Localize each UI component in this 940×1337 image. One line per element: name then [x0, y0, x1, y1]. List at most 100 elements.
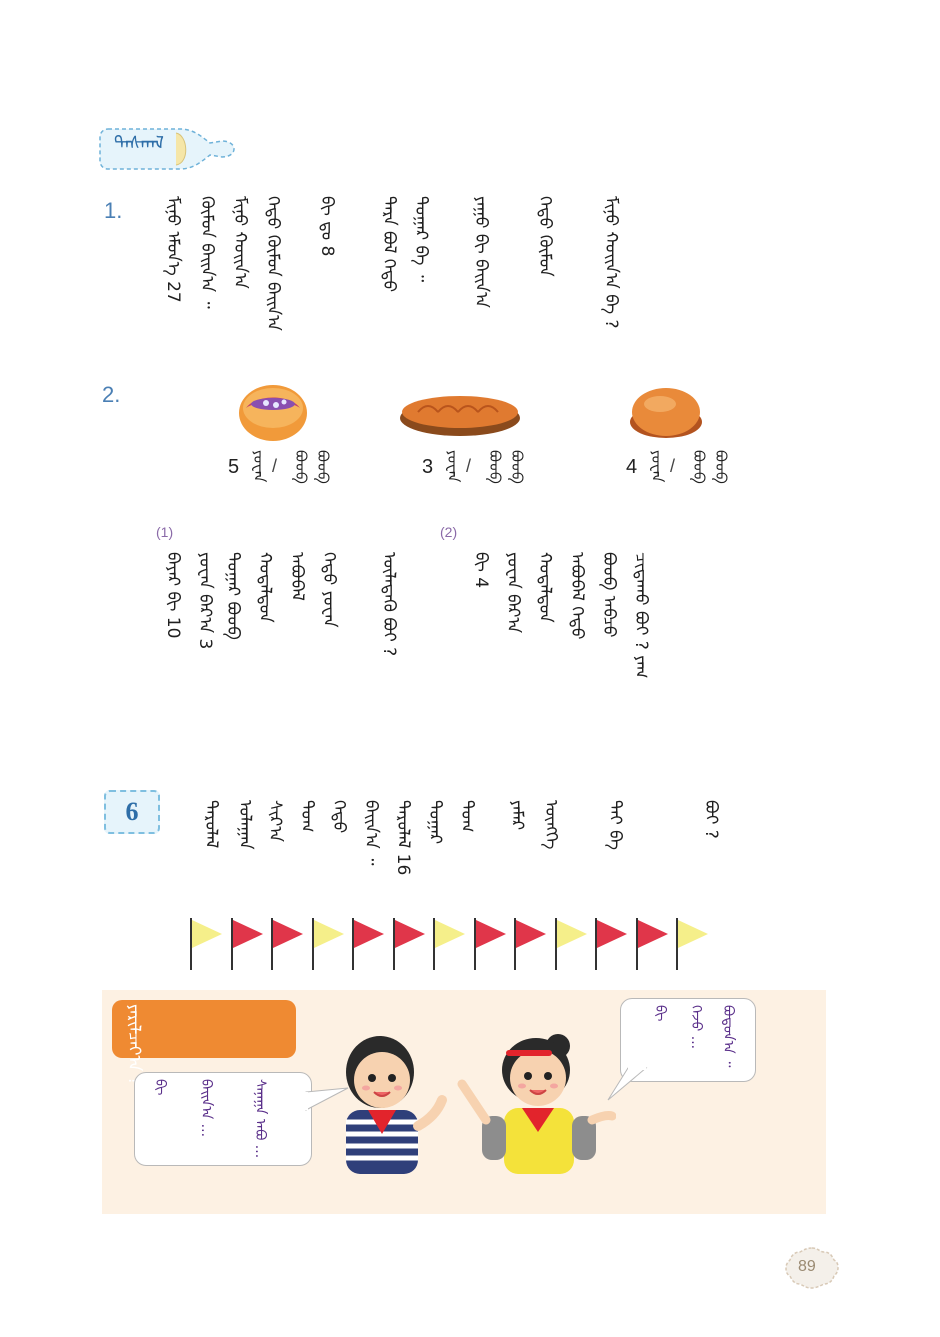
s6-col-6: ᠳᠠᠷᠤᠯᠠᠯ 16 [393, 800, 413, 876]
left-bubble-line-1: ᠪᠠᠢᠨ᠎ᠠ ... [198, 1079, 214, 1138]
flag-pole [190, 918, 192, 970]
price-3-unit-b: ᠪᠣᠤᠪ [690, 450, 708, 484]
flag-cloth [232, 920, 263, 948]
sub1-col-2: ᠳᠤᠭᠠᠷ ᠪᠣᠤᠪ [223, 552, 243, 640]
ex1-col-9: ᠮᠢᠨᠤ ᠬᠣᠢᠨ᠎ᠠ ᠪᠡ ? [601, 196, 621, 329]
price-1: 5 [228, 456, 240, 478]
page-number-badge: 89 [784, 1246, 840, 1290]
flag-pole [676, 918, 678, 970]
flag-red [230, 918, 265, 970]
flag-cloth [313, 920, 344, 948]
flag-cloth [475, 920, 506, 948]
exercise-2-number: 2. [102, 382, 121, 407]
sub2-col-2: ᠬᠤᠳᠠᠯᠳᠤᠨ [535, 552, 555, 623]
flag-cloth [435, 920, 465, 948]
ex1-col-1: ᠬᠦᠮᠦᠨ ᠪᠠᠢᠨ᠎ᠠ ᠃ [197, 196, 217, 309]
sub1-col-1: ᠶᠤᠸᠠᠨ ᠪᠠᠷ᠎ᠠ 3 [195, 552, 215, 650]
sub2-col-0: ᠪᠢ 4 [471, 552, 491, 589]
round-roll-image [628, 384, 704, 446]
flag-pole [433, 918, 435, 970]
s6-col-4: ᠬᠡᠳᠦ [329, 800, 349, 834]
price-1-unit-a: ᠶᠤᠸᠠᠨ [250, 450, 268, 483]
page-number: 89 [798, 1258, 816, 1275]
ex1-col-4: ᠪᠢ ᠳᠤ 8 [317, 196, 337, 257]
ex1-col-2: ᠮᠢᠨᠤ ᠬᠣᠢᠨ᠎ᠠ [230, 196, 250, 289]
price-3-slash: / [670, 456, 676, 476]
s6-col-9: ᠶᠠᠮᠠᠷ [507, 800, 527, 831]
ex1-col-7: ᠶᠠᠭᠤ ᠪᠢ ᠪᠠᠢᠨ᠎ᠠ [471, 196, 491, 308]
sub-question-1-label: (1) [156, 524, 174, 540]
flag-yellow [311, 918, 346, 970]
discussion-tag-text: ᠶᠠᠷᠢᠯᠴᠠᠶ᠎ᠠ ? [124, 1004, 144, 1086]
s6-col-7: ᠳᠤᠭᠠᠷ [425, 800, 445, 845]
s6-col-10: ᠥᠩᠭᠡ [541, 800, 561, 850]
flag-cloth [394, 920, 425, 948]
flag-pole [473, 918, 476, 970]
flag-pole [554, 918, 557, 970]
ex1-col-6: ᠳᠤᠭᠠᠷ ᠪᠡ ᠃ [411, 196, 431, 283]
sub2-col-4: ᠪᠣᠤᠪ ᠠᠪᠴᠤ [599, 552, 619, 638]
flag-cloth [354, 920, 384, 948]
s6-col-3: ᠲᠤᠭ [297, 800, 317, 833]
sub2-col-1: ᠶᠤᠸᠠᠨ ᠪᠠᠷ᠎ᠠ [503, 552, 523, 634]
price-1-unit-c: ᠪᠣᠤᠪ [314, 450, 332, 484]
s6-col-2: ᠰᠢᠷ᠎ᠠ [265, 800, 285, 843]
flag-pole [271, 918, 273, 970]
flag-pole [635, 918, 638, 970]
price-2-slash: / [466, 456, 472, 476]
flag-cloth [597, 920, 627, 948]
header-label: ᠳᠠᠰᠬᠠᠯ [114, 133, 164, 154]
flag-pole [352, 918, 354, 970]
flag-cloth [678, 920, 708, 948]
price-3-unit-c: ᠪᠣᠤᠪ [712, 450, 730, 484]
sub1-col-6: ᠦᠯᠡᠳᠡᠬᠦ ᠪᠤᠢ ? [379, 552, 399, 657]
right-bubble-line-1: ᠭᠡᠵᠦ ... [688, 1005, 704, 1050]
right-bubble-line-2: ᠪᠣᠳᠣᠨ᠎ᠠ ᠃ [720, 1005, 736, 1068]
flag-red [271, 918, 305, 970]
price-2-unit-c: ᠪᠣᠤᠪ [508, 450, 526, 484]
ex1-col-3: ᠬᠡᠳᠦ ᠬᠦᠮᠦᠨ ᠪᠠᠢᠨ᠎ᠠ [263, 196, 283, 331]
flag-pole [230, 918, 233, 970]
price-2-unit-b: ᠪᠣᠤᠪ [486, 450, 504, 484]
flag-red [635, 918, 670, 970]
flag-pole [392, 918, 395, 970]
flag-red [392, 918, 427, 970]
long-loaf-image [398, 392, 522, 442]
flag-cloth [192, 920, 222, 948]
exercise-1-number: 1. [104, 198, 123, 223]
flag-pole [311, 918, 314, 970]
sub2-col-3: ᠠᠪᠤᠪᠠᠯ ᠬᠡᠳᠦ [567, 552, 587, 640]
ex1-col-0: ᠮᠢᠨᠤ ᠡᠮᠦᠨ᠎ᠡ 27 [163, 196, 183, 303]
flag-yellow [190, 918, 224, 970]
s6-col-0: ᠳᠠᠷᠤᠯᠠᠯ [201, 800, 221, 849]
boy-illustration [346, 1036, 447, 1174]
flag-yellow [676, 918, 710, 970]
flag-cloth [273, 920, 303, 948]
s6-col-5: ᠪᠠᠢᠨ᠎ᠠ ᠃ [361, 800, 381, 866]
lesson-header-pill: ᠳᠠᠰᠬᠠᠯ [98, 127, 235, 171]
right-bubble-tail [607, 1066, 648, 1101]
discussion-tag: ᠶᠠᠷᠢᠯᠴᠠᠶ᠎ᠠ ? [112, 1000, 296, 1086]
left-bubble-line-0: ᠪᠢ [152, 1079, 168, 1096]
flag-cloth [637, 920, 668, 948]
ex1-col-8: ᠬᠡᠳᠦ ᠬᠦᠮᠦᠨ [535, 196, 555, 277]
section-6-tag: 6 [104, 790, 160, 834]
left-speech-bubble: ᠪᠢ ᠪᠠᠢᠨ᠎ᠠ ... ᠰᠠᠨᠠᠭᠠ ᠠᠪᠤ ... [134, 1072, 312, 1166]
flag-cloth [556, 920, 587, 948]
left-bubble-line-2: ᠰᠠᠨᠠᠭᠠ ᠠᠪᠤ ... [252, 1079, 268, 1159]
flag-red [352, 918, 386, 970]
price-1-unit-b: ᠪᠣᠤᠪ [292, 450, 310, 484]
flag-red [595, 918, 629, 970]
price-3: 4 [626, 456, 638, 478]
price-2-unit-a: ᠶᠤᠸᠠᠨ [444, 450, 462, 483]
price-2: 3 [422, 456, 434, 478]
s6-col-11: ᠲᠠᠢ ᠪᠡ [605, 800, 625, 851]
price-1-slash: / [272, 456, 278, 476]
left-bubble-tail [304, 1087, 349, 1111]
bun-with-filling-image [236, 380, 310, 446]
flag-cloth [516, 920, 546, 948]
flag-pole [514, 918, 516, 970]
sub1-col-3: ᠬᠤᠳᠠᠯᠳᠤᠨ [255, 552, 275, 623]
sub1-col-4: ᠠᠪᠤᠪᠠᠯ [287, 552, 307, 601]
right-bubble-line-0: ᠪᠢ [652, 1005, 668, 1022]
